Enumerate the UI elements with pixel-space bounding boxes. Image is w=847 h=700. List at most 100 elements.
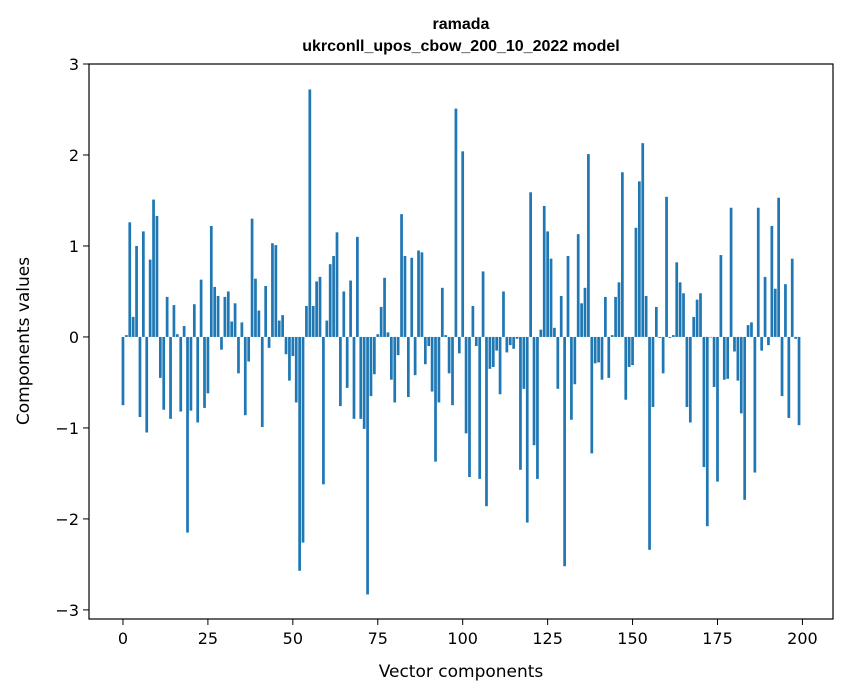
- bar-22: [196, 336, 200, 423]
- bar-189: [763, 276, 767, 337]
- bar-60: [325, 320, 329, 337]
- bar-117: [519, 336, 522, 470]
- x-tick-label: 175: [702, 629, 733, 648]
- x-axis-label: Vector components: [379, 662, 544, 682]
- bar-155: [648, 336, 651, 550]
- bar-181: [736, 336, 740, 381]
- bar-164: [678, 282, 682, 337]
- bar-172: [705, 336, 709, 527]
- bar-52: [298, 336, 301, 571]
- bar-125: [546, 231, 549, 337]
- bar-140: [597, 336, 600, 363]
- bar-188: [760, 336, 764, 351]
- bar-100: [461, 151, 465, 337]
- bar-168: [692, 316, 696, 337]
- bar-136: [583, 287, 587, 337]
- bar-73: [369, 336, 373, 397]
- bar-141: [600, 336, 604, 380]
- bar-45: [274, 245, 278, 337]
- bar-137: [587, 154, 590, 337]
- bar-15: [172, 305, 176, 337]
- bar-77: [383, 277, 386, 337]
- bar-112: [502, 291, 505, 337]
- bar-156: [651, 336, 655, 408]
- bar-102: [468, 336, 471, 478]
- bar-95: [444, 335, 448, 337]
- bar-106: [481, 271, 485, 337]
- bar-193: [777, 197, 780, 337]
- bar-126: [549, 258, 553, 337]
- bar-144: [610, 335, 614, 337]
- bar-114: [508, 336, 512, 346]
- bar-147: [621, 172, 624, 337]
- y-tick-label: 1: [69, 237, 79, 256]
- bar-10: [155, 215, 159, 337]
- bar-34: [237, 336, 240, 374]
- y-tick-label: 0: [69, 328, 79, 347]
- bar-51: [294, 336, 298, 403]
- bar-183: [743, 336, 747, 500]
- bar-169: [695, 299, 699, 337]
- bar-192: [773, 288, 777, 337]
- x-tick-label: 25: [198, 629, 218, 648]
- bar-94: [440, 287, 444, 337]
- bar-88: [420, 252, 424, 337]
- bar-182: [739, 336, 743, 414]
- bar-145: [614, 296, 617, 337]
- bar-80: [393, 336, 397, 403]
- bar-84: [406, 336, 410, 397]
- x-tick-label: 125: [532, 629, 563, 648]
- bar-127: [553, 327, 556, 337]
- bar-57: [315, 281, 318, 337]
- y-axis-ticks: −3 −2 −1 0 1 2 3: [55, 55, 89, 620]
- bar-48: [284, 336, 288, 355]
- bar-90: [427, 336, 431, 347]
- bar-159: [661, 336, 665, 374]
- bar-96: [447, 336, 451, 374]
- bar-76: [379, 306, 383, 337]
- bar-129: [559, 296, 563, 337]
- bar-25: [206, 336, 210, 394]
- bar-104: [474, 336, 478, 347]
- bar-28: [216, 296, 220, 337]
- bar-162: [671, 335, 675, 337]
- x-tick-label: 150: [617, 629, 648, 648]
- bar-186: [753, 336, 757, 473]
- bar-9: [152, 199, 155, 337]
- bar-62: [332, 255, 335, 337]
- bar-175: [716, 336, 719, 482]
- bar-49: [288, 336, 291, 381]
- bar-67: [349, 280, 352, 337]
- bar-151: [634, 227, 638, 337]
- bar-0: [121, 336, 125, 406]
- bar-121: [532, 336, 536, 446]
- x-tick-label: 200: [787, 629, 818, 648]
- bar-110: [495, 336, 499, 351]
- bar-158: [658, 336, 662, 338]
- y-tick-label: 3: [69, 55, 79, 74]
- bar-199: [797, 336, 801, 426]
- bar-179: [729, 207, 733, 337]
- bar-16: [175, 334, 179, 337]
- y-axis-label: Components values: [14, 257, 34, 425]
- bar-130: [563, 336, 566, 567]
- bar-31: [226, 291, 230, 337]
- bar-146: [617, 282, 621, 337]
- bar-109: [491, 336, 495, 367]
- bar-93: [437, 336, 441, 403]
- bar-37: [247, 336, 251, 362]
- bar-29: [220, 336, 223, 350]
- bar-27: [213, 286, 217, 337]
- bar-7: [145, 336, 149, 433]
- bar-33: [233, 303, 237, 337]
- bar-58: [318, 276, 322, 337]
- bar-116: [515, 336, 519, 339]
- bar-185: [750, 322, 753, 337]
- bar-197: [790, 258, 794, 337]
- bar-191: [770, 225, 774, 337]
- y-tick-label: −2: [55, 510, 79, 529]
- bar-196: [787, 336, 791, 418]
- bar-132: [570, 336, 573, 420]
- bar-2: [128, 222, 132, 337]
